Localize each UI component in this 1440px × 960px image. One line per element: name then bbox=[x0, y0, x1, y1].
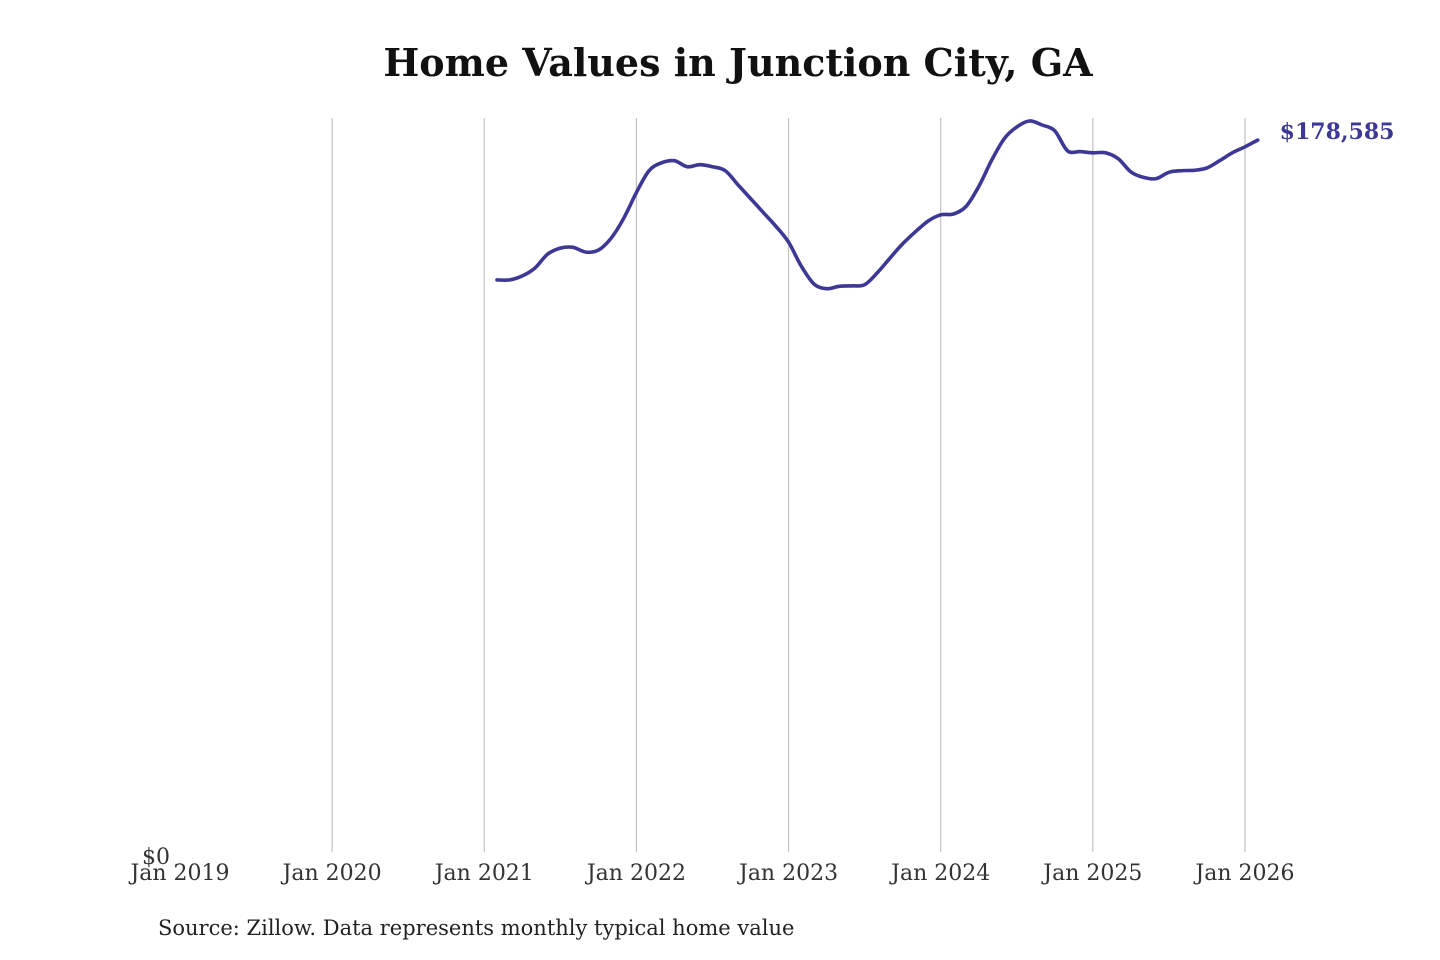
x-tick-label: Jan 2020 bbox=[281, 861, 382, 886]
y-tick-label: $0 bbox=[142, 845, 170, 870]
gridlines bbox=[331, 118, 1246, 852]
x-tick-label: Jan 2023 bbox=[737, 861, 838, 886]
chart-title: Home Values in Junction City, GA bbox=[383, 40, 1093, 85]
x-tick-label: Jan 2024 bbox=[889, 861, 990, 886]
x-tick-label: Jan 2026 bbox=[1193, 861, 1294, 886]
home-value-line bbox=[495, 119, 1260, 291]
axis-labels: Jan 2019 Jan 2020 Jan 2021 Jan 2022 Jan 2023… bbox=[128, 119, 1394, 886]
end-value-label: $178,585 bbox=[1280, 119, 1395, 145]
x-tick-label: Jan 2022 bbox=[585, 861, 686, 886]
x-tick-label: Jan 2021 bbox=[433, 861, 534, 886]
source-note: Source: Zillow. Data represents monthly … bbox=[158, 916, 795, 940]
x-tick-label: Jan 2019 bbox=[128, 861, 229, 886]
series-layer bbox=[495, 119, 1260, 291]
x-tick-label: Jan 2025 bbox=[1041, 861, 1142, 886]
